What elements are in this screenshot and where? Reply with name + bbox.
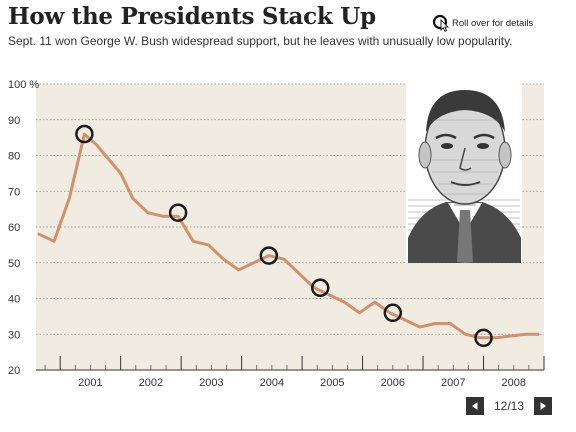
x-tick-label: 2006 xyxy=(381,377,405,389)
rollover-hint[interactable]: Roll over for details xyxy=(432,14,533,32)
y-tick-label: 80 xyxy=(8,151,20,163)
x-tick-label: 2008 xyxy=(502,377,526,389)
y-tick-label: 50 xyxy=(8,258,20,270)
y-axis: 20 30 40 50 60 70 80 90 100 % xyxy=(8,79,39,377)
prev-button[interactable] xyxy=(466,397,484,415)
pager: 12/13 xyxy=(466,397,552,415)
bush-portrait xyxy=(406,73,522,263)
highlight-marker[interactable] xyxy=(75,124,94,144)
x-tick-label: 2001 xyxy=(78,377,102,389)
grid-lines xyxy=(36,83,544,335)
y-tick-label: 20 xyxy=(8,365,20,377)
highlight-markers xyxy=(75,124,493,348)
highlight-marker[interactable] xyxy=(168,203,188,222)
chart-title: How the Presidents Stack Up xyxy=(8,3,376,30)
y-tick-label: 90 xyxy=(8,115,20,127)
y-tick-label: 40 xyxy=(8,294,20,306)
highlight-marker[interactable] xyxy=(259,246,279,265)
rollover-label: Roll over for details xyxy=(452,17,534,29)
y-tick-label: 70 xyxy=(8,186,20,198)
x-tick-label: 2007 xyxy=(441,377,465,389)
approval-series-line xyxy=(37,132,540,340)
arrow-right-icon xyxy=(540,402,546,410)
cursor-icon xyxy=(432,14,450,32)
next-button[interactable] xyxy=(534,397,552,415)
x-tick-label: 2005 xyxy=(320,377,344,389)
highlight-marker[interactable] xyxy=(310,278,330,298)
y-tick-label: 60 xyxy=(8,222,20,234)
highlight-marker[interactable] xyxy=(474,328,493,348)
x-axis: 2001 2002 2003 2004 2005 2006 2007 2008 xyxy=(36,356,545,389)
arrow-left-icon xyxy=(472,402,478,410)
page-counter: 12/13 xyxy=(493,399,525,413)
x-tick-label: 2003 xyxy=(199,377,223,389)
x-tick-label: 2004 xyxy=(260,377,284,389)
y-tick-label: 30 xyxy=(8,329,20,341)
chart-subtitle: Sept. 11 won George W. Bush widespread s… xyxy=(8,34,513,48)
y-tick-label: 100 % xyxy=(8,79,39,91)
highlight-marker[interactable] xyxy=(383,303,403,323)
x-tick-label: 2002 xyxy=(139,377,163,389)
